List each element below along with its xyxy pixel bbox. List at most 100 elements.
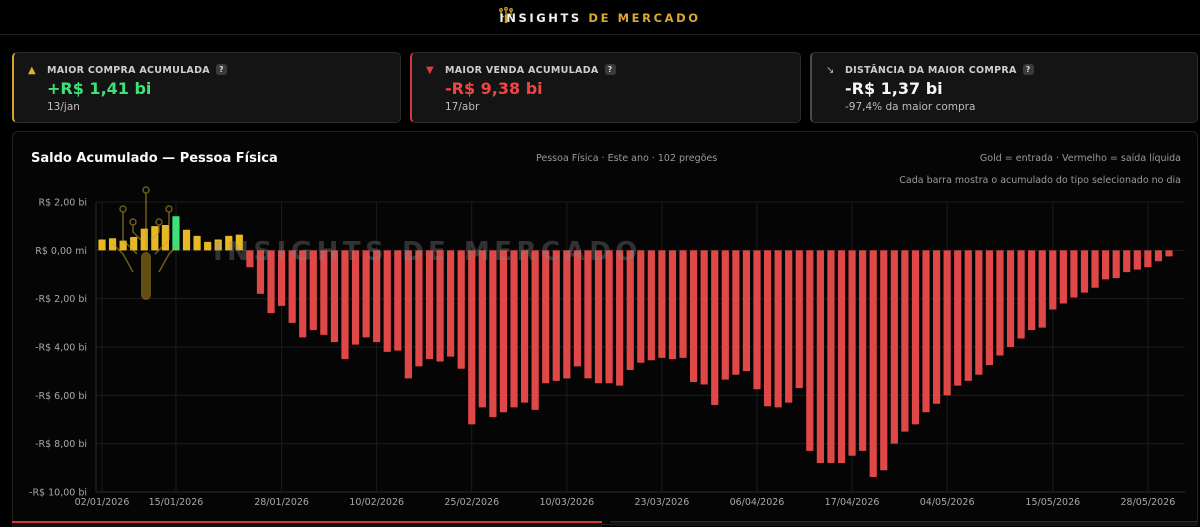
- kpi-card-max-sell: ▼ MAIOR VENDA ACUMULADA? -R$ 9,38 bi 17/…: [410, 52, 801, 123]
- chart-bar: [510, 250, 518, 408]
- chart-bar: [668, 250, 677, 360]
- chart-bar: [785, 250, 793, 403]
- x-tick-label: 23/03/2026: [635, 497, 690, 508]
- kpi-card-distance: ↘ DISTÂNCIA DA MAIOR COMPRA? -R$ 1,37 bi…: [810, 52, 1198, 123]
- chart-bar: [193, 235, 201, 251]
- chart-bar: [341, 250, 349, 360]
- chart-bar: [1059, 250, 1067, 304]
- kpi-label-text: MAIOR COMPRA ACUMULADA: [47, 65, 210, 76]
- chart-bar: [1080, 250, 1089, 293]
- chart-bar: [320, 250, 328, 335]
- chart-bar: [837, 250, 846, 463]
- chart-bar: [225, 235, 233, 251]
- chart-bar: [425, 250, 434, 360]
- chart-panel: Saldo Acumulado — Pessoa Física Pessoa F…: [12, 131, 1198, 525]
- x-tick-label: 15/01/2026: [149, 497, 204, 508]
- help-icon[interactable]: ?: [215, 64, 227, 75]
- chart-legend-note: Cada barra mostra o acumulado do tipo se…: [899, 175, 1181, 186]
- kpi-label: MAIOR COMPRA ACUMULADA?: [47, 64, 227, 76]
- chart-bar: [235, 234, 243, 251]
- y-tick-label: -R$ 4,00 bi: [35, 343, 87, 354]
- chart-bar: [943, 250, 951, 396]
- chart-bar: [119, 240, 127, 251]
- chart-bar: [415, 250, 423, 367]
- chart-bar: [890, 250, 898, 444]
- chart-bar: [1028, 250, 1036, 331]
- chart-bar: [256, 250, 265, 294]
- chart-bar: [626, 250, 634, 370]
- chart-bar: [848, 250, 856, 456]
- chart-bar: [637, 250, 645, 363]
- chart-bar: [172, 216, 180, 251]
- kpi-label-text: MAIOR VENDA ACUMULADA: [445, 65, 599, 76]
- chart-bar: [922, 250, 930, 413]
- chart-bar: [584, 250, 592, 379]
- chart-bar: [975, 250, 983, 375]
- help-icon[interactable]: ?: [604, 64, 616, 75]
- chart-bar: [721, 250, 729, 380]
- y-tick-label: -R$ 8,00 bi: [35, 439, 87, 450]
- chart-bar: [1133, 250, 1141, 270]
- chart-bar: [1049, 250, 1057, 310]
- kpi-value: +R$ 1,41 bi: [47, 79, 152, 98]
- chart-bar: [277, 250, 286, 306]
- chart-bar: [394, 250, 402, 351]
- chart-bar: [489, 250, 497, 418]
- chart-bar: [1038, 250, 1046, 328]
- x-tick-label: 28/01/2026: [254, 497, 309, 508]
- x-tick-label: 28/05/2026: [1120, 497, 1175, 508]
- chart-bar: [1091, 250, 1099, 288]
- chart-bar: [774, 250, 782, 408]
- x-tick-label: 15/05/2026: [1025, 497, 1080, 508]
- chart-bar: [880, 250, 888, 471]
- kpi-label: DISTÂNCIA DA MAIOR COMPRA?: [845, 64, 1034, 76]
- chart-bar: [795, 250, 803, 389]
- top-bar: INSIGHTS DE MERCADO: [0, 0, 1200, 35]
- y-tick-label: -R$ 2,00 bi: [35, 294, 87, 305]
- watermark-text: INSIGHTS DE MERCADO: [213, 237, 642, 267]
- chart-bar: [806, 250, 814, 451]
- brand-title-accent: DE MERCADO: [588, 11, 701, 25]
- chart-bar: [1154, 250, 1163, 262]
- chart-bar: [140, 228, 148, 251]
- chart-bar: [1112, 250, 1120, 279]
- chart-bar: [267, 250, 275, 314]
- chart-bar: [531, 250, 539, 410]
- chart-bar: [478, 250, 486, 408]
- trend-down-icon: ↘: [826, 65, 835, 76]
- kpi-value: -R$ 1,37 bi: [845, 79, 943, 98]
- chart-bar: [351, 250, 360, 345]
- chart-bar: [964, 250, 972, 381]
- y-tick-label: -R$ 10,00 bi: [29, 488, 87, 499]
- chart-bar: [732, 250, 740, 375]
- chart-bar: [563, 250, 571, 379]
- watermark-logo-icon: [112, 186, 180, 300]
- chart-bar: [859, 250, 867, 451]
- x-tick-label: 06/04/2026: [730, 497, 785, 508]
- chart-bar: [954, 250, 962, 386]
- chart-bar: [869, 250, 877, 478]
- accumulated-balance-chart: R$ 2,00 bi R$ 0,00 mi -R$ 2,00 bi -R$ 4,00 …: [29, 186, 1185, 508]
- brand-title-main: INSIGHTS: [499, 11, 582, 25]
- kpi-value: -R$ 9,38 bi: [445, 79, 543, 98]
- chart-bar: [763, 250, 772, 407]
- chart-bar: [108, 238, 117, 251]
- chart-bar: [996, 250, 1004, 356]
- chart-bar: [161, 224, 169, 251]
- y-tick-label: -R$ 6,00 bi: [35, 391, 87, 402]
- chart-bar: [362, 250, 370, 338]
- x-tick-label: 02/01/2026: [75, 497, 130, 508]
- brand-title: INSIGHTS DE MERCADO: [0, 11, 1200, 25]
- chart-bar: [573, 250, 581, 367]
- chart-bar: [299, 250, 307, 338]
- help-icon[interactable]: ?: [1022, 64, 1034, 75]
- chart-bar: [1123, 250, 1131, 273]
- chart-bar: [700, 250, 708, 385]
- chart-bar: [594, 250, 603, 384]
- chart-bar: [690, 250, 698, 383]
- chart-bar: [827, 250, 835, 463]
- chart-bar: [151, 226, 159, 251]
- chart-bar: [330, 250, 339, 343]
- chart-bar: [383, 250, 391, 352]
- brand-logo-icon: [499, 7, 513, 23]
